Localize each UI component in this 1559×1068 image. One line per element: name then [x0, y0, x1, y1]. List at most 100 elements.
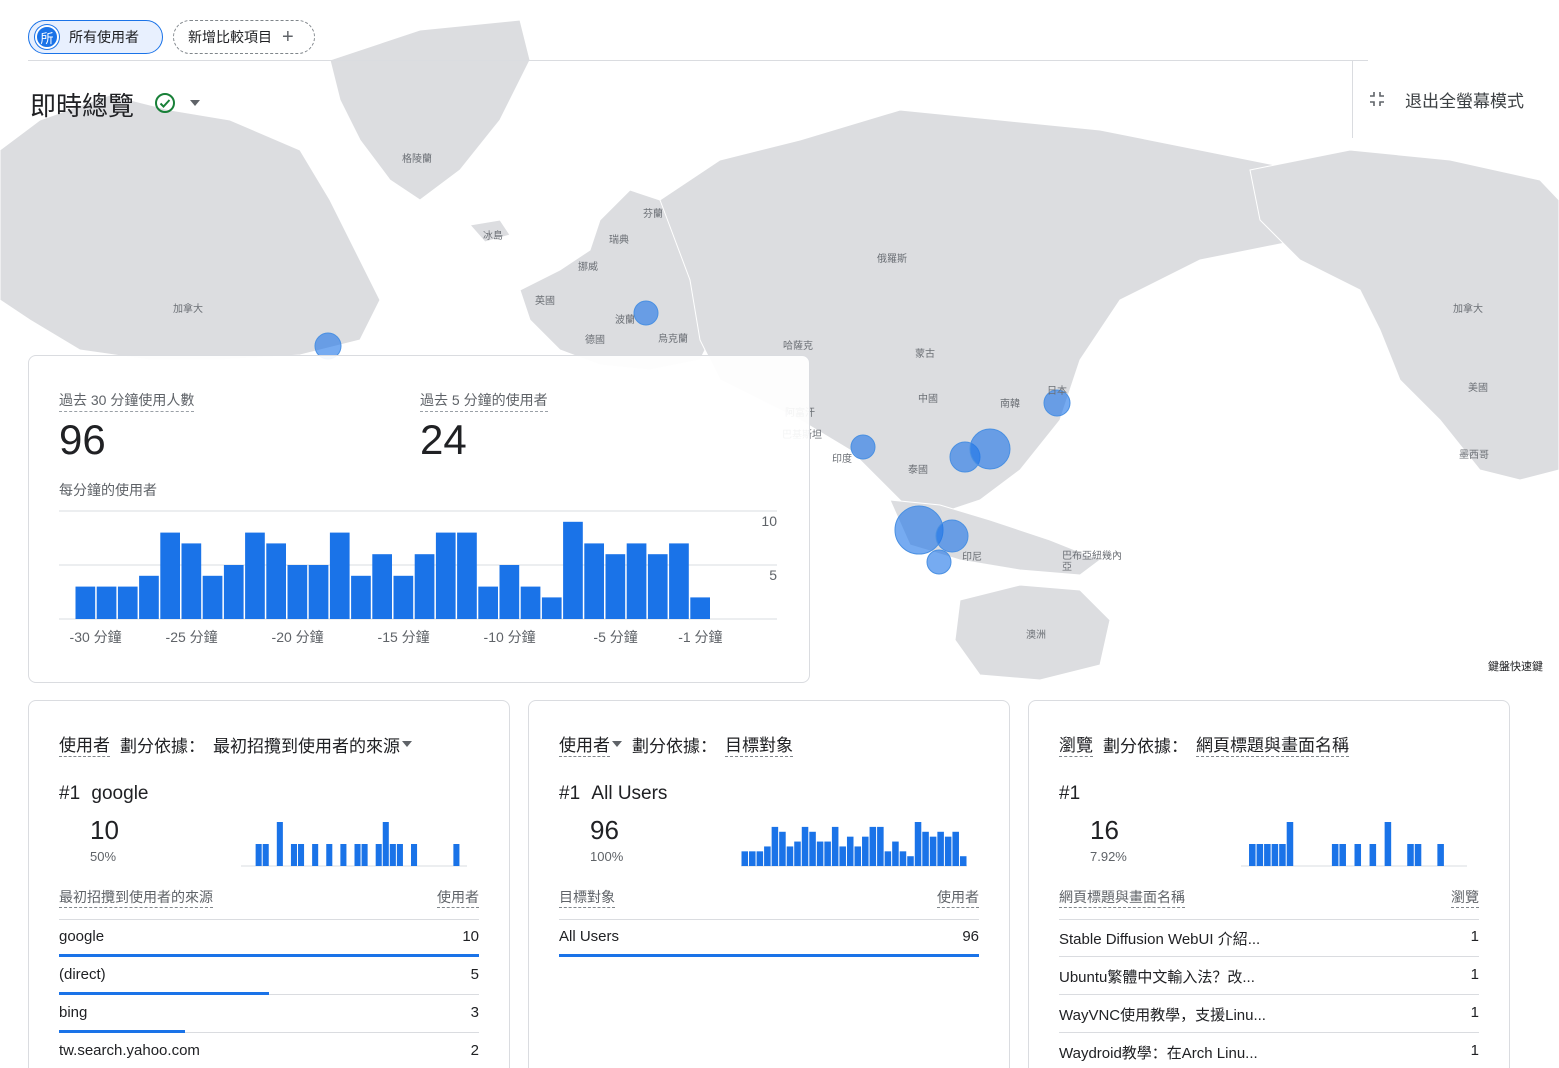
- sparkline-bar[interactable]: [824, 841, 831, 866]
- sparkline-bar[interactable]: [914, 822, 922, 866]
- chart-bar[interactable]: [202, 575, 223, 619]
- column-header-dimension[interactable]: 目標對象: [559, 887, 615, 908]
- chart-bar[interactable]: [647, 554, 668, 619]
- chart-bar[interactable]: [75, 586, 96, 619]
- sparkline-bar[interactable]: [453, 844, 460, 866]
- chart-bar[interactable]: [669, 543, 689, 619]
- chevron-down-icon[interactable]: [612, 741, 622, 747]
- chart-bar[interactable]: [266, 543, 286, 619]
- sparkline-bar[interactable]: [952, 831, 959, 866]
- metric-selector[interactable]: 瀏覽: [1059, 731, 1093, 757]
- add-comparison-button[interactable]: 新增比較項目 +: [173, 20, 315, 54]
- column-header-dimension[interactable]: 最初招攬到使用者的來源: [59, 887, 213, 908]
- sparkline-bar[interactable]: [899, 851, 907, 866]
- sparkline-bar[interactable]: [756, 851, 764, 866]
- sparkline-bar[interactable]: [922, 831, 929, 866]
- chart-bar[interactable]: [435, 532, 456, 619]
- sparkline-bar[interactable]: [1279, 844, 1286, 866]
- chart-bar[interactable]: [329, 532, 350, 619]
- chart-bar[interactable]: [584, 543, 604, 619]
- sparkline-bar[interactable]: [771, 826, 779, 866]
- sparkline-bar[interactable]: [1369, 844, 1377, 866]
- sparkline-bar[interactable]: [779, 831, 786, 866]
- sparkline-bar[interactable]: [375, 844, 382, 866]
- sparkline-bar[interactable]: [382, 822, 389, 866]
- sparkline-bar[interactable]: [741, 851, 749, 866]
- chart-bar[interactable]: [223, 565, 244, 619]
- users-30min-label[interactable]: 過去 30 分鐘使用人數: [59, 390, 195, 412]
- chart-bar[interactable]: [605, 554, 626, 619]
- chart-bar[interactable]: [96, 586, 117, 619]
- exit-fullscreen-button[interactable]: 退出全螢幕模式: [1352, 60, 1559, 138]
- sparkline-bar[interactable]: [959, 856, 967, 866]
- sparkline-bar[interactable]: [1256, 844, 1264, 866]
- metric-selector[interactable]: 使用者: [59, 731, 110, 757]
- sparkline-bar[interactable]: [1384, 822, 1392, 866]
- sparkline-bar[interactable]: [1271, 844, 1279, 866]
- keyboard-shortcuts-link[interactable]: 鍵盤快速鍵: [1488, 661, 1543, 673]
- sparkline-bar[interactable]: [1407, 844, 1414, 866]
- sparkline-bar[interactable]: [816, 841, 824, 866]
- sparkline-bar[interactable]: [1339, 844, 1346, 866]
- sparkline-bar[interactable]: [801, 826, 809, 866]
- chart-bar[interactable]: [393, 575, 414, 619]
- column-header-metric[interactable]: 使用者: [937, 887, 979, 908]
- sparkline-bar[interactable]: [290, 844, 297, 866]
- chevron-down-icon[interactable]: [402, 741, 412, 747]
- chart-bar[interactable]: [245, 532, 265, 619]
- sparkline-bar[interactable]: [846, 836, 854, 866]
- sparkline-bar[interactable]: [354, 844, 361, 866]
- dimension-selector[interactable]: 目標對象: [725, 731, 793, 757]
- table-row[interactable]: WayVNC使用教學，支援Linu... 1: [1059, 995, 1479, 1033]
- sparkline-bar[interactable]: [1264, 844, 1271, 866]
- sparkline-bar[interactable]: [298, 844, 305, 866]
- sparkline-bar[interactable]: [1354, 844, 1362, 866]
- chart-bar[interactable]: [181, 543, 202, 619]
- users-5min-label[interactable]: 過去 5 分鐘的使用者: [420, 390, 548, 412]
- all-users-chip[interactable]: 所 所有使用者: [28, 20, 163, 54]
- sparkline-bar[interactable]: [786, 846, 794, 866]
- chart-bar[interactable]: [308, 565, 329, 619]
- table-row[interactable]: google 10: [59, 919, 479, 957]
- chart-bar[interactable]: [287, 565, 308, 619]
- sparkline-bar[interactable]: [944, 836, 952, 866]
- sparkline-bar[interactable]: [877, 826, 884, 866]
- sparkline-bar[interactable]: [854, 846, 862, 866]
- sparkline-bar[interactable]: [749, 851, 756, 866]
- sparkline-bar[interactable]: [1437, 844, 1444, 866]
- sparkline-bar[interactable]: [1331, 844, 1339, 866]
- chart-bar[interactable]: [372, 554, 392, 619]
- sparkline-bar[interactable]: [340, 844, 347, 866]
- sparkline-bar[interactable]: [361, 844, 368, 866]
- sparkline-bar[interactable]: [255, 844, 262, 866]
- dimension-selector[interactable]: 網頁標題與畫面名稱: [1196, 731, 1349, 757]
- chart-bar[interactable]: [690, 597, 710, 619]
- sparkline-bar[interactable]: [1414, 844, 1422, 866]
- chart-bar[interactable]: [117, 586, 138, 619]
- chart-bar[interactable]: [626, 543, 647, 619]
- sparkline-bar[interactable]: [764, 846, 771, 866]
- sparkline-bar[interactable]: [892, 841, 899, 866]
- chart-bar[interactable]: [563, 521, 583, 619]
- table-row[interactable]: (direct) 5: [59, 957, 479, 995]
- sparkline-bar[interactable]: [1249, 844, 1256, 866]
- sparkline-bar[interactable]: [884, 851, 892, 866]
- chart-bar[interactable]: [457, 532, 477, 619]
- sparkline-bar[interactable]: [1286, 822, 1294, 866]
- sparkline-bar[interactable]: [262, 844, 269, 866]
- sparkline-bar[interactable]: [396, 844, 403, 866]
- sparkline-bar[interactable]: [907, 856, 914, 866]
- column-header-metric[interactable]: 使用者: [437, 887, 479, 908]
- sparkline-bar[interactable]: [794, 841, 801, 866]
- chart-bar[interactable]: [478, 586, 498, 619]
- metric-selector[interactable]: 使用者: [559, 731, 610, 757]
- sparkline-bar[interactable]: [869, 826, 877, 866]
- dimension-selector[interactable]: 最初招攬到使用者的來源: [213, 736, 400, 756]
- table-row[interactable]: All Users 96: [559, 919, 979, 957]
- sparkline-bar[interactable]: [276, 822, 283, 866]
- sparkline-bar[interactable]: [326, 844, 333, 866]
- table-row[interactable]: Ubuntu繁體中文輸入法？改... 1: [1059, 957, 1479, 995]
- chart-bar[interactable]: [499, 565, 520, 619]
- chart-bar[interactable]: [520, 586, 541, 619]
- sparkline-bar[interactable]: [937, 831, 944, 866]
